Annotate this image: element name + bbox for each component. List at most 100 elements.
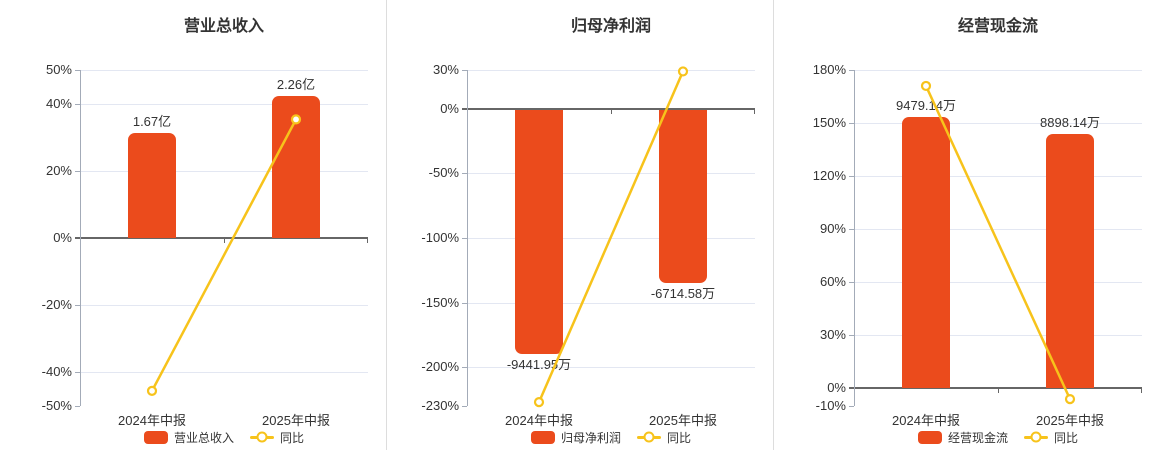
gridline — [854, 123, 1142, 125]
bar-series-label: 营业总收入 — [173, 430, 234, 445]
bar-series-label: 归母净利润 — [560, 430, 621, 445]
legend: 归母净利润 同比 — [467, 429, 755, 445]
y-tick-label: -200% — [421, 359, 459, 375]
x-tick-label: 2025年中报 — [262, 413, 330, 428]
y-axis-tick — [849, 123, 854, 125]
gridline — [854, 335, 1142, 337]
x-axis-tick — [754, 109, 755, 114]
bar-value-label: 1.67亿 — [132, 114, 172, 130]
line-series-label: 同比 — [280, 430, 305, 445]
trend-line-layer — [146, 114, 302, 396]
line-series-glyph-icon — [637, 431, 661, 443]
gridline — [467, 302, 755, 304]
y-axis-tick — [849, 335, 854, 337]
y-tick-label: -100% — [421, 230, 459, 245]
y-axis-tick — [849, 229, 854, 231]
x-tick-label: 2024年中报 — [118, 413, 186, 428]
line-series-glyph-icon — [250, 431, 274, 443]
gridline — [80, 70, 368, 71]
gridline — [467, 70, 755, 71]
line-series-glyph-icon — [1024, 431, 1048, 443]
panel-title: 营业总收入 — [183, 18, 264, 35]
panel-title: 经营现金流 — [957, 18, 1038, 35]
trend-point[interactable] — [677, 66, 689, 77]
bar-value-label: 9479.14万 — [896, 98, 956, 114]
legend: 经营现金流 同比 — [854, 429, 1142, 445]
bar[interactable] — [902, 117, 950, 389]
x-axis-tick — [998, 389, 999, 394]
bar-series-swatch-icon — [530, 430, 555, 444]
x-axis-tick — [367, 239, 368, 243]
y-axis-tick — [75, 103, 80, 105]
bar-value-label: 8898.14万 — [1040, 115, 1100, 131]
y-axis-tick — [462, 406, 467, 407]
trend-point[interactable] — [533, 397, 545, 408]
zero-axis-line — [467, 107, 755, 110]
y-axis-tick — [462, 107, 467, 110]
bar-series-swatch-icon — [917, 430, 942, 444]
legend-line-item[interactable]: 同比 — [250, 429, 304, 446]
y-tick-label: 0% — [440, 100, 459, 116]
legend: 营业总收入 同比 — [80, 429, 368, 445]
y-axis-tick — [849, 176, 854, 178]
legend-bar-item[interactable]: 营业总收入 — [143, 429, 234, 446]
panel-operating-cash-flow: 经营现金流 180% 150% 120% 90% 60% 30% 0% -10% 9479.14… — [773, 0, 1160, 450]
bar[interactable] — [515, 109, 563, 355]
gridline — [467, 173, 755, 175]
bar[interactable] — [659, 109, 707, 284]
y-axis-tick — [75, 170, 80, 172]
x-axis-tick — [611, 109, 612, 114]
gridline — [80, 170, 368, 172]
y-axis-tick — [462, 367, 467, 369]
y-tick-label: 30% — [432, 62, 459, 77]
trend-line-layer — [920, 80, 1076, 405]
y-axis-tick — [849, 282, 854, 284]
y-tick-label: 60% — [819, 274, 846, 290]
y-tick-label: -50% — [428, 165, 459, 181]
y-axis-line — [467, 70, 468, 406]
gridline — [854, 176, 1142, 178]
legend-bar-item[interactable]: 归母净利润 — [530, 429, 621, 446]
y-tick-label: -20% — [41, 297, 72, 313]
y-axis-line — [80, 70, 81, 406]
trend-point[interactable] — [920, 80, 932, 92]
y-axis-tick — [75, 372, 80, 374]
gridline — [80, 372, 368, 374]
y-axis-tick — [75, 305, 80, 307]
legend-line-item[interactable]: 同比 — [1024, 429, 1078, 446]
trend-line — [150, 118, 298, 392]
bar[interactable] — [1046, 134, 1094, 389]
y-axis-tick — [462, 70, 467, 71]
y-tick-label: -230% — [421, 398, 459, 413]
legend-line-item[interactable]: 同比 — [637, 429, 691, 446]
line-series-label: 同比 — [667, 430, 692, 445]
bar-value-label: -9441.95万 — [506, 357, 572, 373]
panel-net-profit: 归母净利润 30% 0% -50% -100% -150% -200% -230% -9441… — [386, 0, 773, 450]
bar-series-swatch-icon — [143, 430, 168, 444]
y-axis-line — [854, 70, 855, 406]
trend-point[interactable] — [290, 114, 302, 125]
y-tick-label: 150% — [812, 115, 846, 131]
y-tick-label: 20% — [45, 162, 72, 178]
gridline — [467, 367, 755, 369]
x-tick-label: 2024年中报 — [892, 413, 960, 428]
y-axis-tick — [462, 238, 467, 239]
legend-bar-item[interactable]: 经营现金流 — [917, 429, 1008, 446]
trend-point[interactable] — [146, 385, 158, 396]
y-axis-tick — [462, 173, 467, 175]
plot-area: 50% 40% 20% 0% -20% -40% -50% 1.67亿 2024年中报 2.26亿… — [42, 62, 368, 428]
bar[interactable] — [128, 133, 176, 238]
y-tick-label: 50% — [45, 62, 72, 77]
gridline — [80, 103, 368, 105]
y-axis-tick — [462, 302, 467, 304]
y-axis-tick — [849, 387, 854, 390]
x-tick-label: 2025年中报 — [1036, 413, 1104, 428]
trend-point[interactable] — [1064, 394, 1076, 405]
y-tick-label: 90% — [819, 221, 846, 237]
bar-series-label: 经营现金流 — [947, 430, 1008, 445]
y-tick-label: 180% — [812, 62, 846, 77]
y-tick-label: 120% — [812, 168, 846, 184]
y-axis-tick — [75, 406, 80, 407]
plot-area: 180% 150% 120% 90% 60% 30% 0% -10% 9479.14万 2024年… — [813, 62, 1142, 428]
